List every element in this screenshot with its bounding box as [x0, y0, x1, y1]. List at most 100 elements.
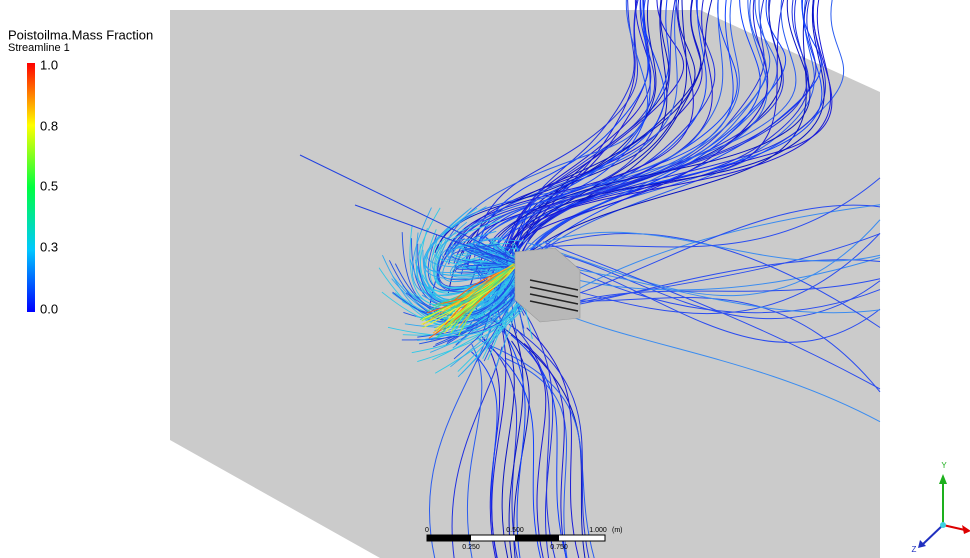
streamline — [494, 318, 526, 558]
scale-unit: (m) — [612, 527, 623, 534]
streamline — [508, 0, 688, 258]
streamline — [552, 278, 881, 310]
streamline — [555, 259, 881, 314]
color-bar — [27, 63, 35, 312]
streamline — [424, 209, 517, 280]
streamline — [545, 177, 881, 248]
streamline — [501, 325, 515, 558]
scale-label: 0 — [425, 527, 429, 534]
streamline — [552, 308, 881, 423]
axis-label: Y — [941, 461, 947, 470]
axis-label: Z — [912, 545, 917, 554]
streamline — [465, 0, 811, 305]
streamline — [491, 302, 507, 558]
streamline — [528, 350, 547, 558]
streamline — [474, 0, 649, 258]
streamline — [462, 248, 525, 271]
streamline — [482, 337, 518, 558]
streamline — [394, 262, 524, 321]
streamline — [544, 259, 881, 343]
streamline — [552, 204, 881, 305]
streamline — [440, 0, 649, 254]
streamline — [453, 0, 676, 264]
streamline — [436, 0, 768, 251]
streamline — [466, 343, 483, 558]
streamline — [508, 323, 590, 558]
streamline — [492, 0, 769, 274]
streamline — [466, 0, 639, 269]
streamline — [510, 334, 568, 558]
streamline — [553, 252, 881, 320]
streamline — [498, 0, 734, 307]
scale-label: 1.000 — [589, 527, 607, 534]
legend-title: Poistoilma.Mass Fraction — [8, 27, 153, 42]
streamline — [480, 0, 797, 281]
legend-label: 0.3 — [40, 239, 58, 254]
streamline — [465, 0, 767, 262]
scale-bar — [426, 534, 606, 542]
streamline — [542, 241, 881, 390]
streamline — [442, 248, 518, 282]
streamline — [446, 236, 522, 267]
streamline — [526, 219, 881, 297]
streamline — [442, 264, 516, 322]
streamline — [501, 0, 831, 257]
streamline — [515, 0, 761, 283]
streamline — [447, 0, 724, 252]
streamline — [494, 0, 817, 305]
streamline — [495, 0, 785, 271]
streamline — [541, 256, 881, 291]
streamline — [543, 264, 881, 314]
streamline — [523, 343, 567, 558]
legend-label: 0.0 — [40, 301, 58, 316]
legend-label: 0.8 — [40, 118, 58, 133]
streamline — [453, 262, 516, 307]
scale-label: 0.500 — [506, 527, 524, 534]
streamline — [483, 0, 670, 307]
streamline — [526, 327, 580, 558]
streamline — [504, 357, 568, 558]
streamline — [422, 264, 516, 320]
inlet-box — [514, 247, 581, 323]
streamline — [545, 259, 881, 311]
streamline — [441, 267, 516, 331]
scale-label: 0.250 — [462, 544, 480, 551]
streamline — [508, 0, 713, 265]
streamline — [502, 0, 825, 265]
streamline — [460, 0, 740, 275]
streamline — [503, 0, 833, 306]
streamline — [422, 267, 516, 325]
streamline — [491, 0, 685, 304]
streamline — [354, 204, 521, 266]
streamlines — [299, 0, 881, 558]
streamline — [486, 0, 826, 303]
streamline — [426, 206, 524, 268]
streamline — [455, 263, 516, 307]
streamline — [421, 266, 516, 325]
streamline — [466, 0, 707, 268]
streamline — [488, 344, 595, 558]
streamline — [518, 0, 771, 276]
streamline — [455, 259, 518, 270]
streamline — [434, 0, 657, 253]
streamline — [476, 337, 542, 558]
streamline — [506, 311, 524, 558]
streamline — [451, 238, 525, 267]
legend-label: 0.5 — [40, 178, 58, 193]
scale-label: 0.750 — [550, 544, 568, 551]
streamline — [481, 336, 501, 558]
axis-triad — [918, 474, 970, 548]
streamline — [477, 0, 823, 277]
streamline — [423, 207, 519, 273]
streamline — [433, 0, 678, 287]
streamline — [464, 248, 521, 273]
legend-label: 1.0 — [40, 57, 58, 72]
streamline — [501, 0, 656, 261]
streamline — [473, 244, 527, 276]
streamline — [474, 0, 651, 253]
streamline — [485, 0, 808, 252]
streamline — [405, 268, 520, 317]
streamline — [299, 154, 521, 263]
legend-subtitle: Streamline 1 — [8, 42, 70, 54]
